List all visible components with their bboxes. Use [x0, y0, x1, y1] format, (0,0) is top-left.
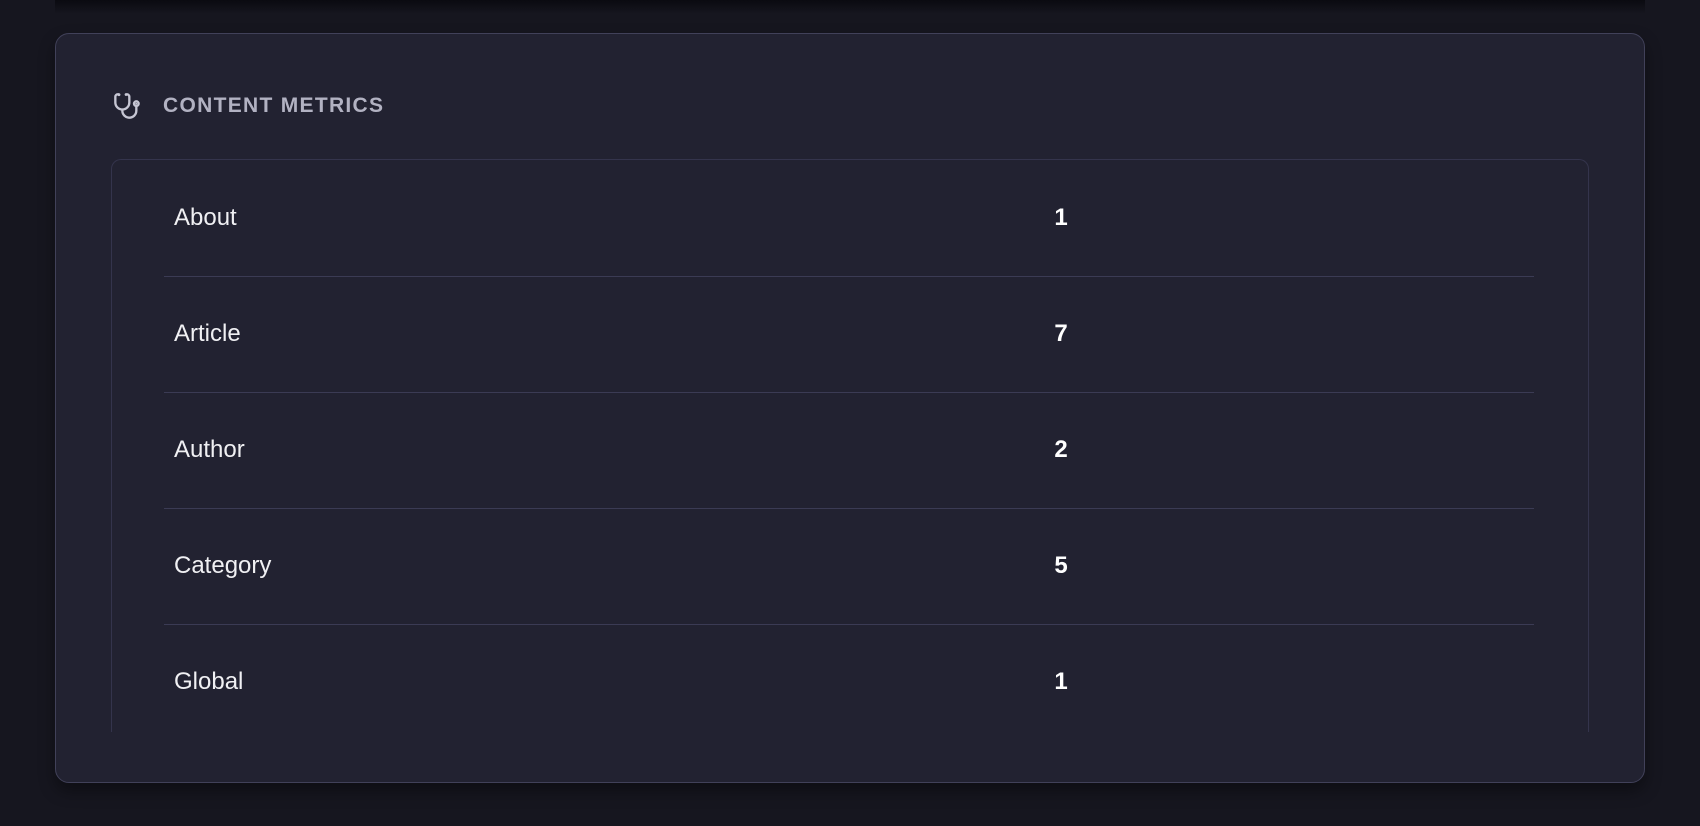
- metric-label: Category: [174, 552, 272, 579]
- card-header: CONTENT METRICS: [111, 92, 1589, 120]
- content-metrics-card: CONTENT METRICS About 1 Article 7 Author…: [55, 33, 1645, 783]
- metric-label: Global: [174, 668, 244, 695]
- metric-label: Author: [174, 436, 245, 463]
- stethoscope-icon: [113, 92, 141, 120]
- metric-value: 1: [1054, 668, 1068, 695]
- metric-row: About 1: [112, 160, 1588, 276]
- metric-value: 5: [1054, 552, 1068, 579]
- metric-label: Article: [174, 320, 241, 347]
- top-shadow-strip: [55, 0, 1645, 14]
- metric-value: 2: [1054, 436, 1068, 463]
- metric-label: About: [174, 204, 237, 231]
- metrics-list: About 1 Article 7 Author 2 Category 5: [112, 160, 1588, 732]
- metric-row: Category 5: [112, 508, 1588, 624]
- metric-value: 1: [1054, 204, 1068, 231]
- widget-title: CONTENT METRICS: [163, 94, 385, 117]
- metric-row: Author 2: [112, 392, 1588, 508]
- metric-value: 7: [1054, 320, 1068, 347]
- metric-row: Article 7: [112, 276, 1588, 392]
- metrics-list-container: About 1 Article 7 Author 2 Category 5: [111, 159, 1589, 732]
- metric-row: Global 1: [112, 624, 1588, 732]
